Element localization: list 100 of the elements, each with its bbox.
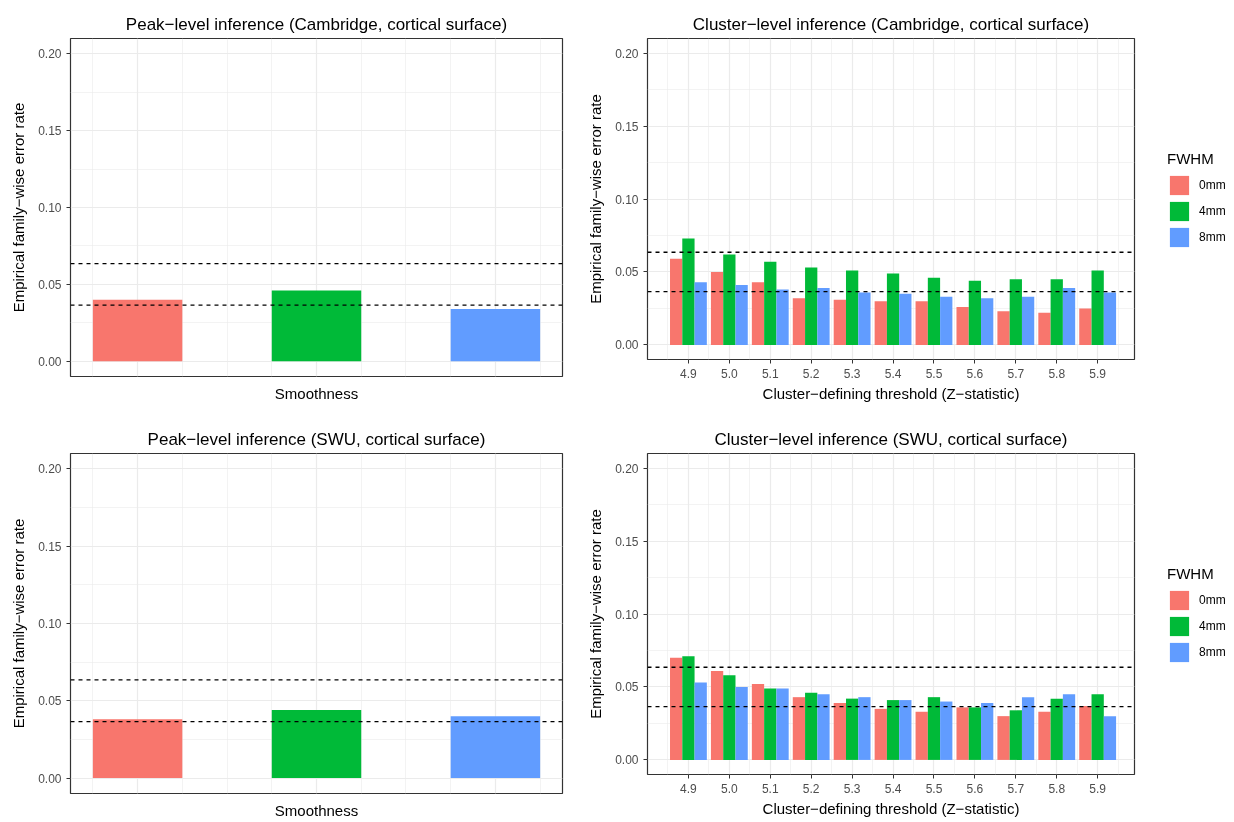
bar (670, 657, 683, 760)
y-tick-label: 0.10 (38, 201, 62, 215)
legend-title: FWHM (1167, 564, 1215, 582)
bar (981, 298, 994, 345)
y-tick-label: 0.15 (615, 534, 639, 549)
x-tick-label: 5.3 (843, 366, 861, 381)
bar (833, 703, 846, 760)
bar (694, 682, 707, 760)
x-axis-title: Cluster−defining threshold (Z−statistic) (762, 384, 1020, 402)
legend-label: 0mm (1199, 176, 1226, 194)
bar (1021, 697, 1035, 760)
x-tick-label: 5.2 (802, 781, 820, 796)
bar (1103, 716, 1117, 760)
bar (817, 694, 830, 760)
y-tick-label: 0.15 (38, 124, 62, 139)
bar (817, 288, 830, 345)
x-tick-label: 4.9 (680, 366, 698, 381)
bar (997, 311, 1010, 345)
bar (874, 301, 887, 345)
x-tick-label: 5.8 (1048, 781, 1066, 796)
y-tick-label: 0.20 (38, 47, 62, 62)
y-axis-title: Empirical family−wise error rate (587, 94, 605, 304)
y-axis-title: Empirical family−wise error rate (587, 509, 605, 719)
x-axis-title: Cluster−defining threshold (Z−statistic) (762, 799, 1020, 817)
x-tick-label: 5.0 (721, 366, 739, 381)
x-tick-label: 5.7 (1007, 366, 1025, 381)
bar (1079, 308, 1092, 345)
x-tick-label: 5.2 (802, 366, 820, 381)
bar (899, 293, 912, 345)
bar (1062, 288, 1076, 345)
x-tick-label: 5.5 (925, 366, 943, 381)
bar (845, 270, 859, 345)
bar (1021, 296, 1035, 345)
bar (956, 707, 969, 760)
y-tick-label: 0.10 (38, 617, 62, 631)
bar (670, 258, 683, 345)
x-tick-label: 5.0 (721, 781, 739, 796)
bar (735, 686, 748, 760)
y-tick-label: 0.00 (38, 354, 62, 369)
bar (886, 273, 900, 345)
bar (682, 656, 695, 760)
bar (1091, 270, 1104, 345)
bar (1103, 292, 1117, 345)
bar (751, 282, 765, 345)
legend-label: 4mm (1199, 202, 1226, 220)
x-tick-label: 5.8 (1048, 366, 1066, 381)
y-tick-label: 0.20 (38, 462, 62, 477)
y-tick-label: 0.05 (38, 277, 62, 292)
bar (694, 282, 707, 345)
x-tick-label: 5.7 (1007, 781, 1025, 796)
bar (805, 692, 818, 760)
legend-label: 8mm (1199, 643, 1226, 661)
y-tick-label: 0.00 (615, 753, 639, 768)
bar (710, 670, 724, 760)
bar (776, 289, 789, 345)
x-tick-label: 5.9 (1089, 781, 1107, 796)
bar (1050, 698, 1063, 760)
bar (1038, 711, 1051, 760)
y-tick-label: 0.00 (38, 771, 62, 786)
x-tick-label: 4.9 (680, 781, 698, 796)
bar (940, 701, 953, 760)
x-tick-label: 5.9 (1089, 366, 1107, 381)
y-tick-label: 0.00 (615, 338, 639, 353)
y-tick-label: 0.05 (615, 265, 639, 280)
bar (682, 238, 695, 345)
bar (764, 261, 777, 345)
bar (833, 299, 846, 345)
bar (792, 298, 806, 345)
y-tick-label: 0.10 (615, 192, 639, 207)
bar (874, 708, 887, 760)
bar (981, 703, 994, 760)
bar (968, 280, 982, 345)
x-tick-label: 5.4 (884, 781, 902, 796)
bar (776, 688, 789, 760)
bar (1009, 279, 1022, 345)
y-tick-label: 0.05 (38, 694, 62, 709)
legend-title: FWHM (1167, 149, 1215, 167)
x-tick-label: 5.1 (761, 366, 779, 381)
bar (1091, 694, 1104, 760)
bar (997, 716, 1010, 760)
bar (845, 698, 859, 760)
bar (1050, 279, 1063, 345)
bar (723, 675, 736, 760)
bar (1038, 312, 1051, 345)
y-axis-title: Empirical family−wise error rate (10, 102, 28, 313)
y-tick-label: 0.15 (38, 539, 62, 554)
legend-label: 8mm (1199, 228, 1226, 246)
bar (927, 697, 941, 760)
y-axis-title: Empirical family−wise error rate (10, 518, 28, 729)
bar (968, 707, 982, 760)
bar (899, 700, 912, 760)
legend-label: 0mm (1199, 591, 1226, 609)
chart-title: Cluster−level inference (Cambridge, cortical surface) (692, 14, 1090, 34)
bar (915, 711, 928, 760)
bar (927, 277, 941, 345)
bar (1079, 705, 1092, 760)
x-tick-label: 5.3 (843, 781, 861, 796)
bar (751, 684, 765, 760)
bar (735, 285, 748, 345)
chart-title: Peak−level inference (Cambridge, cortical surface) (125, 14, 508, 34)
